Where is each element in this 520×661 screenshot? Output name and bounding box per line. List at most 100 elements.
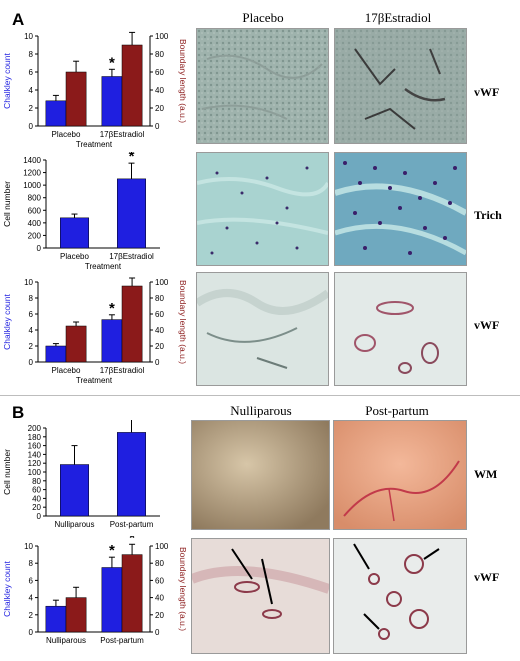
y-tick-label-left: 10	[24, 542, 33, 551]
bar	[45, 605, 67, 633]
y-tick-label-left: 4	[29, 86, 34, 95]
micrograph-placebo-vwf	[196, 28, 329, 144]
y-tick-label-right: 60	[155, 310, 164, 319]
column-header-nulliparous: Nulliparous	[230, 403, 292, 418]
y-tick-label-left: 200	[28, 231, 42, 240]
y-axis-title-left: Chalkley count	[2, 560, 12, 616]
micrograph-nulliparous-wm	[191, 420, 330, 530]
bar	[121, 554, 143, 633]
y-tick-label-left: 0	[29, 628, 34, 637]
significance-star: *	[109, 542, 115, 559]
y-tick-label-left: 2	[29, 104, 34, 113]
row-label-wm: WM	[474, 467, 498, 481]
y-axis-title-left: Chalkley count	[2, 293, 12, 349]
y-tick-label-right: 20	[155, 342, 164, 351]
y-tick-label-right: 40	[155, 86, 164, 95]
y-tick-label-left: 6	[29, 68, 34, 77]
y-tick-label-right: 0	[155, 358, 160, 367]
y-axis-title-left: Cell number	[2, 181, 12, 227]
bar-chart-a2: 0 200 400 600 800 1000 1200 1400 Cell number Plac…	[2, 152, 160, 271]
y-axis-title-right: Boundary length (a.u.)	[178, 280, 188, 364]
micrograph-postpartum-wm	[333, 420, 467, 530]
significance-star: *	[129, 536, 135, 546]
y-tick-label-right: 0	[155, 122, 160, 131]
y-tick-label-left: 0	[29, 358, 34, 367]
bar	[121, 44, 143, 127]
x-tick-label: 17βEstradiol	[100, 366, 145, 375]
y-tick-label-left: 10	[24, 278, 33, 287]
x-tick-label: Nulliparous	[46, 636, 86, 645]
y-tick-label-right: 80	[155, 50, 164, 59]
y-tick-label-left: 2	[29, 342, 34, 351]
y-tick-label-left: 0	[37, 512, 42, 521]
y-tick-label-left: 0	[29, 122, 34, 131]
x-tick-label: Placebo	[52, 130, 81, 139]
y-tick-label-left: 1400	[23, 156, 41, 165]
significance-star: *	[109, 54, 115, 71]
y-axis-title-right: Boundary length (a.u.)	[178, 547, 188, 631]
y-tick-label-left: 1200	[23, 169, 41, 178]
y-tick-label-left: 6	[29, 310, 34, 319]
y-tick-label-right: 20	[155, 611, 164, 620]
y-tick-label-left: 4	[29, 326, 34, 335]
x-tick-label: Post-partum	[110, 520, 154, 529]
x-tick-label: 17βEstradiol	[100, 130, 145, 139]
y-tick-label-left: 100	[28, 468, 42, 477]
column-header-placebo: Placebo	[242, 10, 284, 25]
column-header-estradiol: 17βEstradiol	[364, 10, 432, 25]
y-tick-label-left: 60	[32, 486, 41, 495]
y-tick-label-left: 4	[29, 594, 34, 603]
column-header-postpartum: Post-partum	[365, 403, 429, 418]
y-tick-label-right: 40	[155, 594, 164, 603]
y-tick-label-right: 60	[155, 576, 164, 585]
y-tick-label-left: 0	[37, 244, 42, 253]
y-tick-label-right: 80	[155, 294, 164, 303]
bar	[65, 325, 87, 363]
y-tick-label-left: 6	[29, 576, 34, 585]
bar	[65, 71, 87, 127]
row-label-vwf-2: vWF	[474, 318, 500, 332]
y-tick-label-left: 160	[28, 442, 42, 451]
y-tick-label-left: 2	[29, 611, 34, 620]
y-tick-label-left: 20	[32, 503, 41, 512]
significance-star: *	[129, 152, 135, 165]
y-tick-label-left: 1000	[23, 181, 41, 190]
bar	[117, 432, 146, 517]
y-tick-label-right: 60	[155, 68, 164, 77]
micrograph-postpartum-vwf	[333, 538, 467, 654]
x-tick-label: Post-partum	[100, 636, 144, 645]
y-tick-label-right: 100	[155, 542, 169, 551]
bar	[101, 76, 123, 127]
bar	[101, 319, 123, 363]
significance-star: *	[129, 272, 135, 280]
significance-star: *	[129, 420, 135, 421]
row-label-trich: Trich	[474, 208, 502, 222]
x-axis-title: Treatment	[76, 140, 113, 149]
y-tick-label-left: 40	[32, 494, 41, 503]
bar	[117, 178, 146, 249]
micrograph-nulliparous-vwf	[191, 538, 330, 654]
row-label-vwf-3: vWF	[474, 570, 500, 584]
significance-star: *	[109, 300, 115, 317]
y-tick-label-right: 0	[155, 628, 160, 637]
section-divider	[0, 395, 520, 396]
y-tick-label-right: 80	[155, 559, 164, 568]
row-label-vwf-1: vWF	[474, 85, 500, 99]
x-axis-title: Treatment	[85, 262, 122, 271]
bar	[45, 345, 67, 363]
y-tick-label-left: 200	[28, 424, 42, 433]
y-tick-label-right: 100	[155, 32, 169, 41]
y-axis-title-left: Chalkley count	[2, 52, 12, 108]
y-tick-label-right: 20	[155, 104, 164, 113]
y-tick-label-left: 800	[28, 194, 42, 203]
y-tick-label-left: 400	[28, 219, 42, 228]
y-tick-label-left: 8	[29, 294, 34, 303]
micrograph-estradiol-vwf	[334, 28, 467, 144]
y-tick-label-left: 140	[28, 450, 42, 459]
y-axis-title-left: Cell number	[2, 449, 12, 495]
x-tick-label: Placebo	[60, 252, 89, 261]
